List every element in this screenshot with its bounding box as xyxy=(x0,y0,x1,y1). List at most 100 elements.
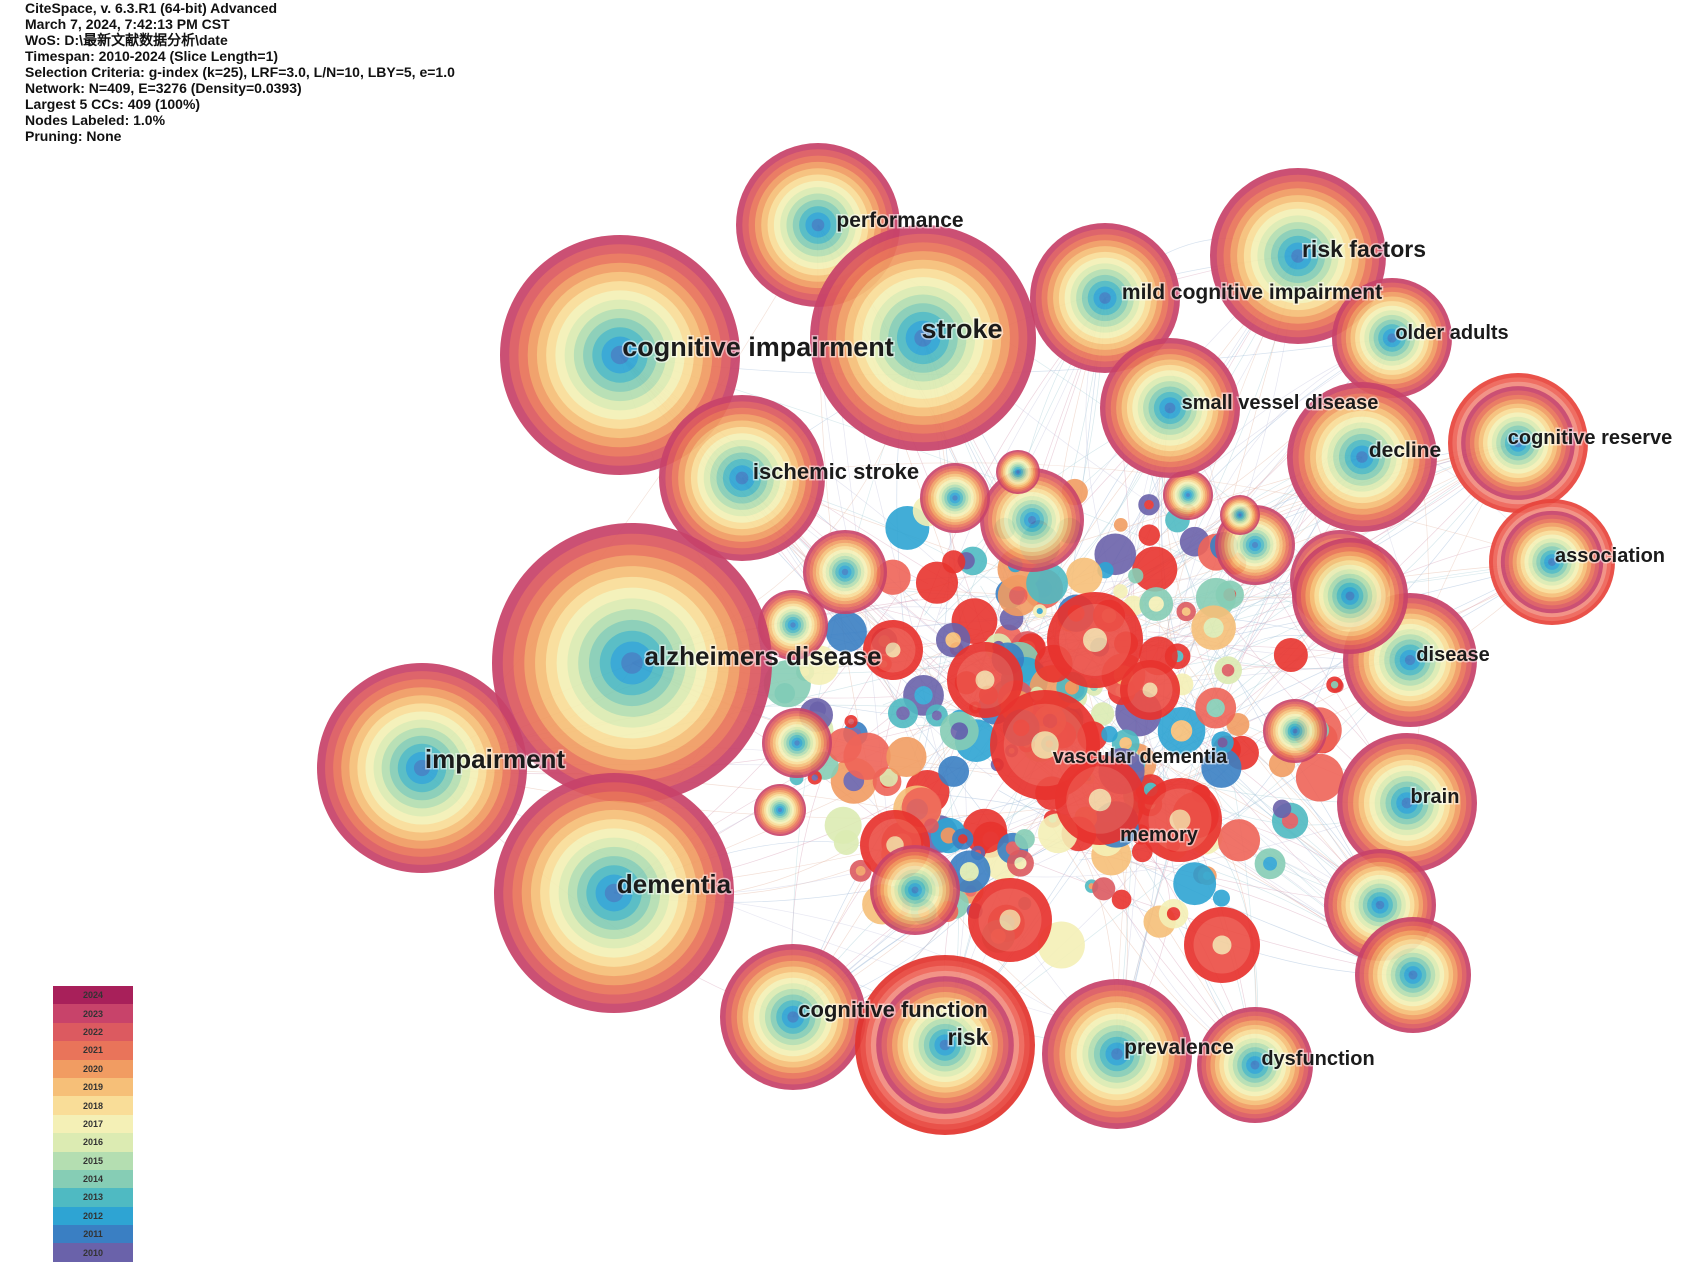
minor-node[interactable] xyxy=(1138,494,1160,516)
node-unlabeled-3[interactable] xyxy=(1292,538,1408,654)
node-label-memory[interactable]: memory xyxy=(1119,823,1201,848)
node-label-stroke[interactable]: stroke xyxy=(920,313,1004,346)
minor-node[interactable] xyxy=(887,698,918,729)
minor-node[interactable] xyxy=(1163,470,1213,520)
minor-node[interactable] xyxy=(1111,889,1132,910)
minor-node[interactable] xyxy=(1211,731,1234,754)
minor-node[interactable] xyxy=(1272,799,1292,819)
node-cognitive-reserve[interactable] xyxy=(1448,373,1588,513)
minor-node[interactable] xyxy=(1066,557,1103,594)
minor-node[interactable] xyxy=(879,768,898,787)
minor-node[interactable] xyxy=(1195,687,1237,729)
minor-node[interactable] xyxy=(1263,699,1327,763)
minor-node[interactable] xyxy=(1295,753,1344,802)
minor-node[interactable] xyxy=(1026,562,1068,605)
minor-node[interactable] xyxy=(849,859,872,882)
minor-node[interactable] xyxy=(1047,592,1143,688)
minor-node[interactable] xyxy=(1014,829,1035,850)
minor-node[interactable] xyxy=(952,828,974,850)
minor-node[interactable] xyxy=(1191,605,1236,651)
node-decline[interactable] xyxy=(1287,382,1437,532)
node-cognitive-function[interactable] xyxy=(720,944,866,1090)
minor-node[interactable] xyxy=(1120,660,1180,720)
node-label-decline[interactable]: decline xyxy=(1367,438,1442,464)
minor-node[interactable] xyxy=(833,829,859,855)
node-mild-cognitive-impairment[interactable] xyxy=(1030,223,1180,373)
node-risk-factors[interactable] xyxy=(1210,168,1386,344)
minor-node[interactable] xyxy=(962,808,1008,854)
minor-node[interactable] xyxy=(1055,755,1145,845)
minor-node[interactable] xyxy=(803,530,887,614)
minor-node[interactable] xyxy=(1184,907,1260,983)
node-label-disease[interactable]: disease xyxy=(1415,643,1491,668)
node-risk[interactable] xyxy=(855,955,1035,1135)
minor-node[interactable] xyxy=(870,845,960,935)
minor-node[interactable] xyxy=(1132,546,1178,592)
node-label-cognitive-reserve[interactable]: cognitive reserve xyxy=(1506,426,1674,451)
node-association[interactable] xyxy=(1489,499,1615,625)
node-label-dysfunction[interactable]: dysfunction xyxy=(1260,1047,1376,1072)
node-label-mild-cognitive-impairment[interactable]: mild cognitive impairment xyxy=(1120,280,1383,306)
node-label-brain[interactable]: brain xyxy=(1409,785,1461,810)
minor-node[interactable] xyxy=(1273,637,1308,672)
node-performance[interactable] xyxy=(736,143,900,307)
minor-node[interactable] xyxy=(1326,676,1343,694)
minor-node[interactable] xyxy=(920,463,990,533)
minor-node[interactable] xyxy=(942,550,966,574)
minor-node[interactable] xyxy=(938,756,970,787)
node-unlabeled-2[interactable] xyxy=(1355,917,1471,1033)
minor-node[interactable] xyxy=(1092,877,1116,901)
minor-node[interactable] xyxy=(754,784,806,836)
minor-node[interactable] xyxy=(1032,604,1047,618)
minor-node[interactable] xyxy=(1138,524,1160,546)
node-label-older-adults[interactable]: older adults xyxy=(1394,321,1510,346)
minor-node[interactable] xyxy=(758,590,828,660)
node-label-impairment[interactable]: impairment xyxy=(423,743,566,776)
minor-node[interactable] xyxy=(1139,587,1174,621)
node-ischemic-stroke[interactable] xyxy=(659,395,825,561)
node-label-small-vessel-disease[interactable]: small vessel disease xyxy=(1180,391,1380,416)
node-older-adults[interactable] xyxy=(1332,278,1452,398)
node-label-ischemic-stroke[interactable]: ischemic stroke xyxy=(751,458,920,486)
minor-node[interactable] xyxy=(939,711,979,751)
minor-node[interactable] xyxy=(980,468,1084,572)
minor-node[interactable] xyxy=(1131,841,1153,863)
minor-node[interactable] xyxy=(1090,702,1115,726)
node-label-vascular-dementia[interactable]: vascular dementia xyxy=(1051,745,1229,770)
minor-node[interactable] xyxy=(1138,778,1222,862)
minor-node[interactable] xyxy=(1006,849,1034,877)
minor-node[interactable] xyxy=(1214,656,1242,685)
minor-node[interactable] xyxy=(968,878,1052,962)
minor-node[interactable] xyxy=(886,736,927,778)
minor-node[interactable] xyxy=(1101,725,1118,743)
minor-node[interactable] xyxy=(1113,517,1128,532)
node-label-cognitive-impairment[interactable]: cognitive impairment xyxy=(621,331,896,364)
minor-node[interactable] xyxy=(762,708,832,778)
minor-node[interactable] xyxy=(1254,848,1286,880)
node-brain[interactable] xyxy=(1337,733,1477,873)
minor-node[interactable] xyxy=(844,714,858,729)
minor-node[interactable] xyxy=(1176,601,1196,622)
minor-node[interactable] xyxy=(947,642,1023,718)
node-label-prevalence[interactable]: prevalence xyxy=(1123,1035,1236,1061)
node-alzheimers-disease[interactable] xyxy=(492,523,772,803)
minor-node[interactable] xyxy=(1201,747,1242,788)
minor-node[interactable] xyxy=(1158,898,1189,929)
minor-node[interactable] xyxy=(1157,707,1206,755)
node-label-dementia[interactable]: dementia xyxy=(615,868,733,901)
minor-node[interactable] xyxy=(825,611,867,653)
node-label-cognitive-function[interactable]: cognitive function xyxy=(797,996,989,1024)
node-label-risk[interactable]: risk xyxy=(946,1023,990,1052)
minor-node[interactable] xyxy=(915,561,959,604)
minor-node[interactable] xyxy=(996,450,1040,494)
minor-node[interactable] xyxy=(1113,584,1128,599)
node-dementia[interactable] xyxy=(494,773,734,1013)
minor-node[interactable] xyxy=(1173,862,1217,906)
node-dysfunction[interactable] xyxy=(1197,1007,1313,1123)
node-prevalence[interactable] xyxy=(1042,979,1192,1129)
node-impairment[interactable] xyxy=(317,663,527,873)
node-label-alzheimers-disease[interactable]: alzheimers disease xyxy=(643,640,883,673)
minor-node[interactable] xyxy=(1212,889,1230,907)
minor-node[interactable] xyxy=(924,818,939,834)
